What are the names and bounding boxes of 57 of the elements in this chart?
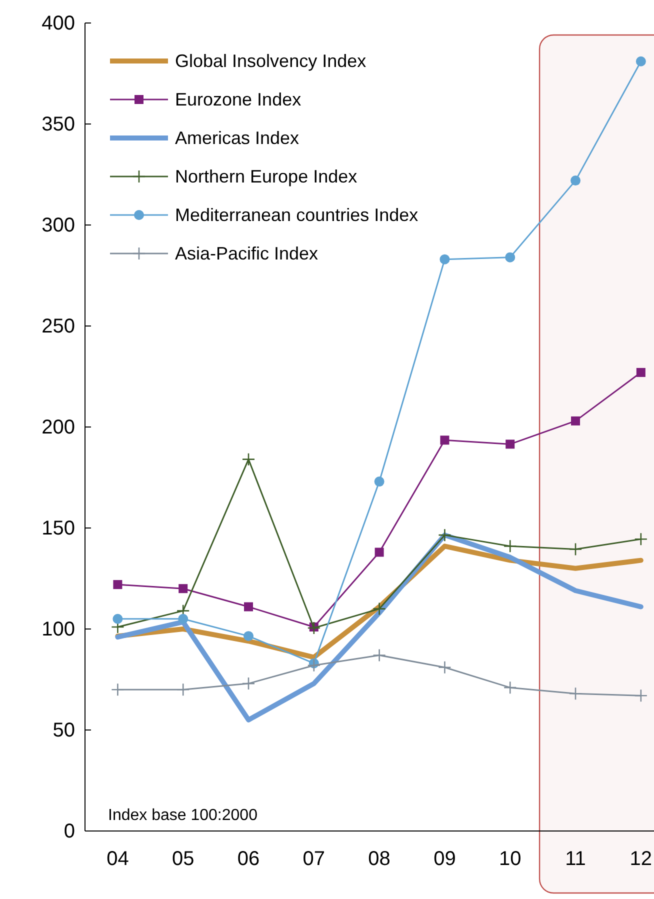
x-tick-label: 04: [106, 848, 129, 870]
point: [570, 176, 581, 186]
point: [244, 602, 254, 612]
point: [242, 676, 256, 690]
annotation: Index base 100:2000: [108, 807, 258, 824]
point: [440, 436, 450, 445]
x-tick-label: 10: [498, 848, 522, 870]
legend-label: Americas Index: [175, 128, 300, 148]
y-tick-label: 0: [64, 820, 75, 842]
x-tick-label: 11: [565, 848, 586, 870]
point: [178, 584, 188, 594]
point: [244, 631, 254, 642]
y-tick-label: 250: [42, 315, 75, 338]
legend-label: Mediterranean countries Index: [175, 205, 418, 225]
legend-label: Eurozone Index: [175, 90, 302, 110]
point: [111, 682, 124, 696]
point: [568, 542, 582, 556]
x-tick-label: 09: [434, 848, 456, 870]
point: [176, 682, 190, 696]
point: [307, 658, 321, 672]
point: [571, 416, 580, 426]
y-tick-label: 100: [42, 618, 75, 640]
point: [505, 252, 516, 262]
point: [307, 621, 321, 635]
point: [636, 368, 646, 377]
point: [440, 254, 450, 264]
point: [634, 532, 648, 546]
legend-label: Northern Europe Index: [175, 166, 358, 186]
point: [372, 648, 386, 662]
y-tick-label: 150: [42, 517, 75, 540]
point: [374, 548, 384, 557]
point: [503, 540, 517, 553]
x-tick-label: 06: [237, 848, 260, 870]
y-tick-label: 50: [52, 719, 75, 742]
point: [438, 660, 452, 674]
x-tick-label: 08: [368, 848, 390, 870]
y-tick-label: 200: [42, 416, 75, 438]
y-tick-label: 400: [42, 12, 75, 34]
x-tick-label: 07: [302, 848, 326, 870]
x-tick-label: 12: [630, 848, 652, 870]
point: [636, 56, 646, 66]
point: [634, 689, 648, 702]
point: [506, 440, 515, 449]
point: [438, 528, 452, 542]
legend-label: Global Insolvency Index: [175, 51, 366, 71]
x-tick-label: 05: [172, 848, 194, 870]
legend-label: Asia-Pacific Index: [175, 244, 318, 264]
point: [503, 680, 517, 694]
point: [568, 686, 582, 700]
point: [178, 614, 188, 624]
point: [372, 602, 386, 616]
point: [374, 476, 384, 487]
y-tick-label: 300: [42, 214, 75, 236]
point: [113, 580, 122, 590]
point: [112, 614, 123, 624]
y-tick-label: 350: [42, 113, 75, 136]
point: [242, 452, 256, 466]
